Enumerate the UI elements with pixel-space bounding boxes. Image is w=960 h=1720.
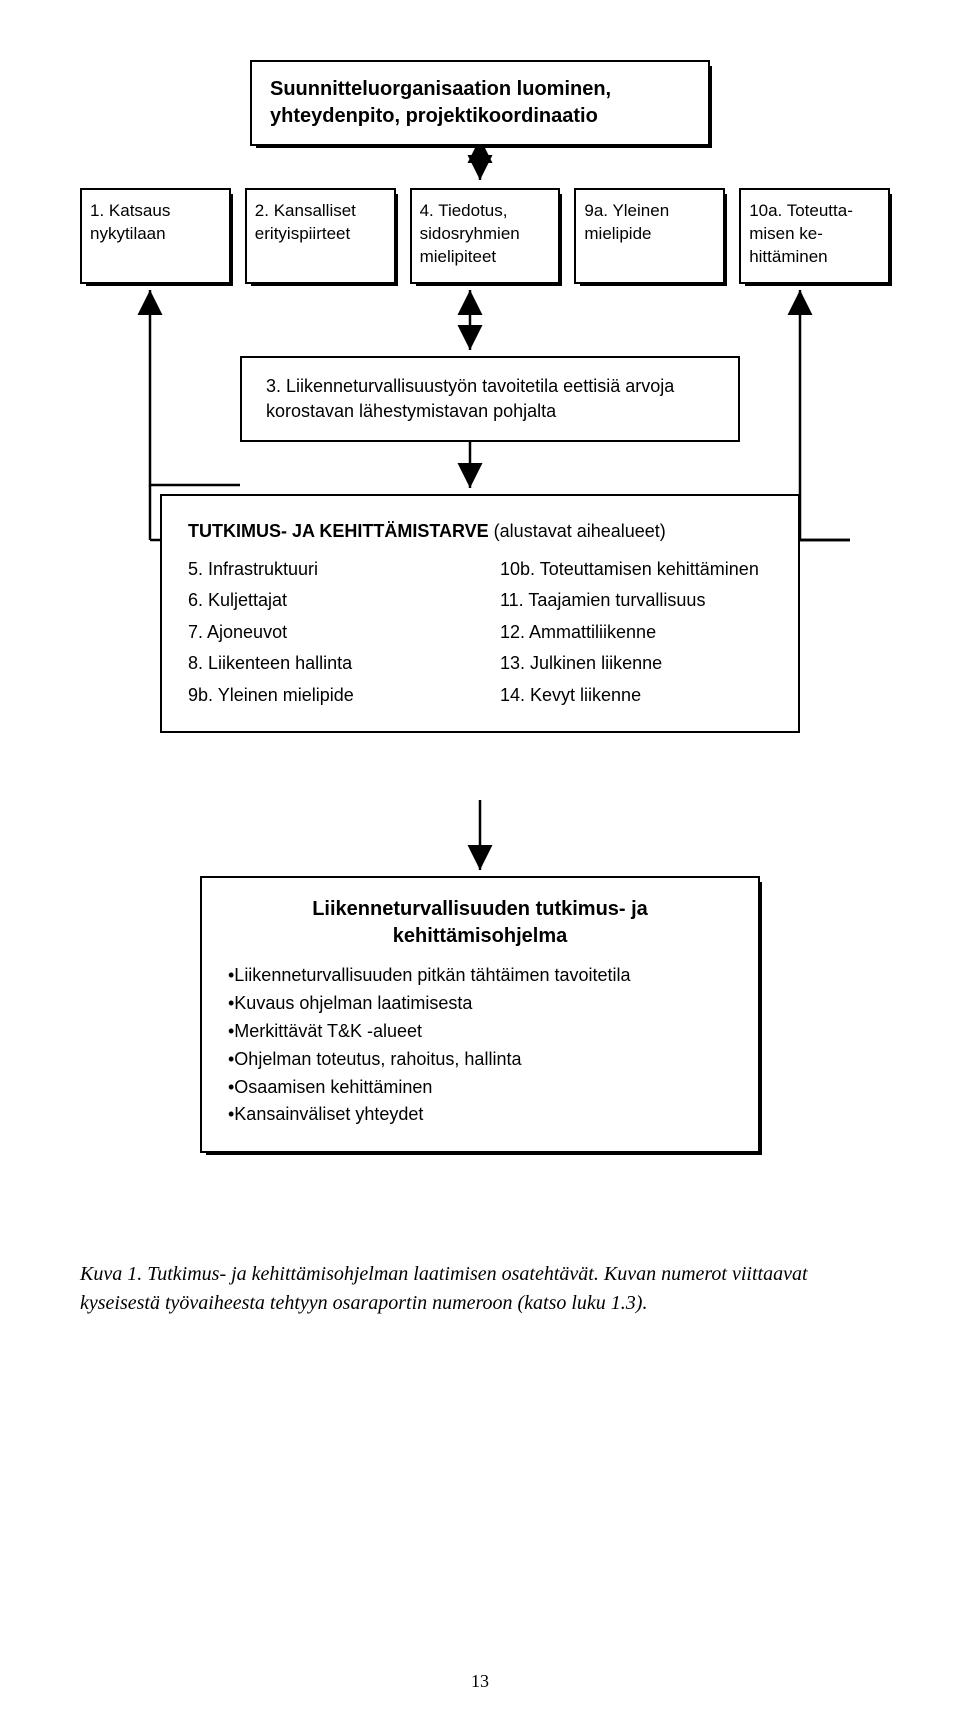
result-bullet-0: •Liikenneturvallisuuden pitkän tähtäimen… [228, 962, 736, 990]
row-box-2: 2. Kansalliset erityis­piirteet [245, 188, 396, 284]
result-box: Liikenneturvallisuuden tutkimus- ja kehi… [200, 876, 760, 1153]
result-heading: Liikenneturvallisuuden tutkimus- ja kehi… [224, 896, 736, 950]
row-box-1: 1. Katsaus nykytilaan [80, 188, 231, 284]
row-box-5-text: 10a. Toteutta­misen ke­hittäminen [749, 201, 853, 266]
stage-row: 1. Katsaus nykytilaan 2. Kansalliset eri… [80, 188, 890, 284]
research-right-2: 12. Ammattiliikenne [500, 617, 772, 649]
research-right-1: 11. Taajamien turvallisuus [500, 585, 772, 617]
mid-box-text: 3. Liikenneturvallisuustyön tavoitetila … [266, 376, 674, 421]
research-right-col: 10b. Toteuttamisen kehit­täminen 11. Taa… [500, 554, 772, 712]
research-right-4: 14. Kevyt liikenne [500, 680, 772, 712]
research-left-1: 6. Kuljettajat [188, 585, 460, 617]
research-heading-rest: (alustavat aihealueet) [489, 521, 666, 541]
row-box-3-text: 4. Tiedotus, sidosryhmien mielipiteet [420, 201, 520, 266]
row-box-2-text: 2. Kansalliset erityis­piirteet [255, 201, 356, 243]
research-left-col: 5. Infrastruktuuri 6. Kuljettajat 7. Ajo… [188, 554, 460, 712]
research-heading-bold: TUTKIMUS- JA KEHITTÄMISTARVE [188, 521, 489, 541]
mid-box: 3. Liikenneturvallisuustyön tavoitetila … [240, 356, 740, 442]
title-box: Suunnitteluorganisaation luominen, yhtey… [250, 60, 710, 146]
result-bullet-4: •Osaamisen kehittäminen [228, 1074, 736, 1102]
result-bullet-1: •Kuvaus ohjelman laatimisesta [228, 990, 736, 1018]
row-box-1-text: 1. Katsaus nykytilaan [90, 201, 170, 243]
research-left-4: 9b. Yleinen mielipide [188, 680, 460, 712]
result-bullet-2: •Merkittävät T&K -alueet [228, 1018, 736, 1046]
figure-caption: Kuva 1. Tutkimus- ja kehittämisohjelman … [80, 1260, 890, 1318]
row-box-4: 9a. Yleinen mielipide [574, 188, 725, 284]
research-heading: TUTKIMUS- JA KEHITTÄMISTARVE (alustavat … [188, 516, 772, 548]
research-left-2: 7. Ajoneuvot [188, 617, 460, 649]
row-box-3: 4. Tiedotus, sidosryhmien mielipiteet [410, 188, 561, 284]
research-left-3: 8. Liikenteen hallinta [188, 648, 460, 680]
title-text: Suunnitteluorganisaation luominen, yhtey… [270, 78, 611, 127]
result-bullet-3: •Ohjelman toteutus, rahoitus, hallinta [228, 1046, 736, 1074]
page-number: 13 [0, 1671, 960, 1692]
research-right-3: 13. Julkinen liikenne [500, 648, 772, 680]
result-bullet-5: •Kansainväliset yhteydet [228, 1101, 736, 1129]
research-left-0: 5. Infrastruktuuri [188, 554, 460, 586]
row-box-5: 10a. Toteutta­misen ke­hittäminen [739, 188, 890, 284]
row-box-4-text: 9a. Yleinen mielipide [584, 201, 669, 243]
research-box: TUTKIMUS- JA KEHITTÄMISTARVE (alustavat … [160, 494, 800, 733]
result-bullets: •Liikenneturvallisuuden pitkän tähtäimen… [224, 962, 736, 1129]
research-right-0: 10b. Toteuttamisen kehit­täminen [500, 554, 772, 586]
